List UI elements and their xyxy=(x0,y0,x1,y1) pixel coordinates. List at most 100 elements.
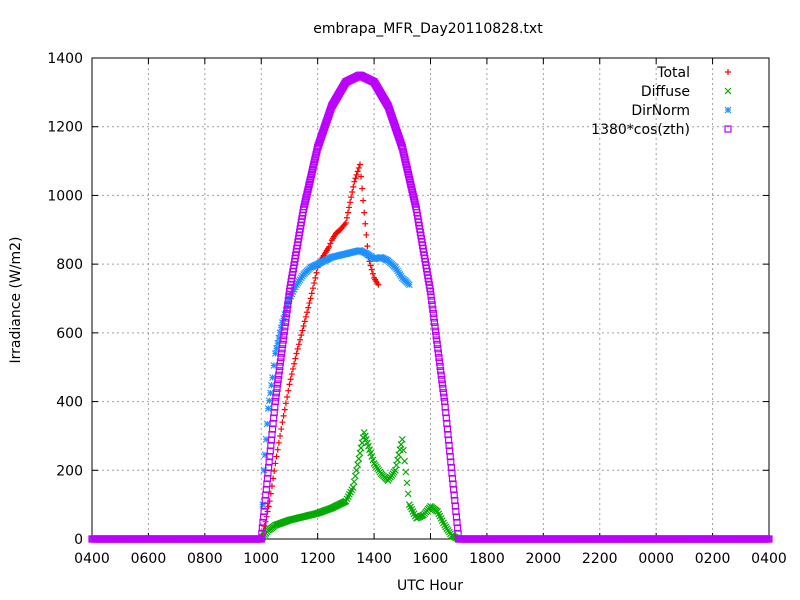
data-point xyxy=(279,419,286,426)
y-tick-label: 400 xyxy=(56,395,83,411)
data-point xyxy=(432,332,440,340)
data-point xyxy=(436,362,444,370)
data-point xyxy=(455,535,463,543)
legend: Total Diffuse DirNorm 1380*cos(zth) xyxy=(591,65,732,138)
data-point xyxy=(275,367,283,375)
data-point xyxy=(359,185,366,192)
x-tick-label: 1200 xyxy=(300,551,336,567)
data-point xyxy=(364,243,371,250)
data-point xyxy=(765,535,773,543)
x-tick-label: 0000 xyxy=(638,551,674,567)
data-point xyxy=(277,353,285,362)
data-point xyxy=(325,243,332,250)
data-point xyxy=(430,318,439,327)
data-point xyxy=(285,387,292,394)
data-point xyxy=(304,309,311,316)
data-point xyxy=(302,313,309,320)
series-square xyxy=(88,71,773,543)
data-point xyxy=(375,281,382,288)
data-point xyxy=(283,310,291,318)
data-point xyxy=(273,384,281,392)
data-point xyxy=(307,295,314,302)
data-point xyxy=(274,339,282,347)
data-point xyxy=(358,173,365,180)
data-point xyxy=(284,296,292,305)
data-point xyxy=(435,358,444,366)
data-point xyxy=(267,389,274,397)
data-point xyxy=(290,285,298,293)
data-point xyxy=(275,334,283,342)
data-point xyxy=(273,344,280,352)
y-tick-label: 1200 xyxy=(47,120,83,136)
data-point xyxy=(401,457,409,465)
legend-marker xyxy=(725,69,731,75)
chart-title: embrapa_MFR_Day20110828.txt xyxy=(313,21,543,37)
data-point xyxy=(274,375,282,384)
data-point xyxy=(294,345,301,352)
data-point xyxy=(281,406,288,413)
data-point xyxy=(350,478,358,486)
data-point xyxy=(287,292,295,300)
data-point xyxy=(279,336,287,344)
series-cross xyxy=(257,429,463,543)
data-point xyxy=(270,362,278,369)
data-point xyxy=(265,503,272,510)
data-point xyxy=(344,209,351,216)
data-point xyxy=(261,523,268,530)
data-point xyxy=(353,171,360,178)
data-point xyxy=(288,371,295,378)
legend-marker xyxy=(724,106,732,114)
data-point xyxy=(428,296,436,305)
data-marks xyxy=(88,71,773,543)
data-point xyxy=(355,164,362,171)
data-point xyxy=(434,349,442,357)
data-point xyxy=(278,345,286,353)
data-point xyxy=(367,262,374,269)
data-point xyxy=(431,323,439,331)
data-point xyxy=(342,219,349,226)
y-tick-label: 1400 xyxy=(47,51,83,67)
legend-label: 1380*cos(zth) xyxy=(591,122,690,138)
data-point xyxy=(272,393,280,401)
data-point xyxy=(439,384,447,392)
legend-marker xyxy=(724,87,732,95)
data-point xyxy=(433,340,441,349)
data-point xyxy=(263,420,271,428)
y-tick-label: 0 xyxy=(74,532,83,548)
data-point xyxy=(286,381,293,388)
data-point xyxy=(305,304,312,311)
data-point xyxy=(363,231,370,238)
legend-marker xyxy=(724,125,732,133)
data-point xyxy=(273,453,280,460)
data-point xyxy=(311,280,318,287)
data-point xyxy=(341,221,348,228)
data-point xyxy=(281,318,290,327)
y-tick-label: 600 xyxy=(56,326,83,342)
y-tick-label: 1000 xyxy=(47,188,83,204)
data-point xyxy=(391,466,399,474)
data-point xyxy=(312,274,319,281)
data-point xyxy=(270,475,277,482)
data-point xyxy=(279,340,287,349)
data-point xyxy=(350,183,357,190)
data-point xyxy=(275,439,282,446)
data-point xyxy=(272,389,281,397)
data-point xyxy=(351,178,358,185)
data-point xyxy=(351,472,359,480)
data-point xyxy=(274,380,282,388)
data-point xyxy=(289,365,296,372)
data-point xyxy=(276,362,284,370)
data-point xyxy=(440,393,448,401)
x-axis-title: UTC Hour xyxy=(397,578,463,594)
data-point xyxy=(398,435,406,443)
data-point xyxy=(397,441,405,448)
x-tick-label: 0200 xyxy=(695,551,731,567)
data-point xyxy=(438,375,446,384)
data-point xyxy=(352,175,359,182)
data-point xyxy=(260,466,268,474)
data-point xyxy=(284,299,292,306)
data-point xyxy=(402,468,410,476)
data-point xyxy=(283,305,291,313)
data-point xyxy=(268,381,275,389)
